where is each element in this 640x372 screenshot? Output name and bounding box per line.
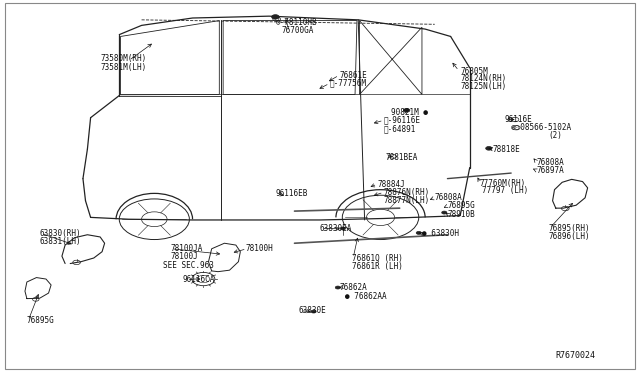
- Text: 76896(LH): 76896(LH): [548, 232, 589, 241]
- Text: 76808A: 76808A: [435, 193, 463, 202]
- Text: 78877N(LH): 78877N(LH): [384, 196, 430, 205]
- Text: 73581M(LH): 73581M(LH): [100, 63, 147, 72]
- Text: ①-96116E: ①-96116E: [384, 116, 420, 125]
- Circle shape: [271, 15, 279, 19]
- Text: 78910B: 78910B: [447, 209, 475, 219]
- Text: 77760M(RH): 77760M(RH): [479, 179, 525, 187]
- Text: 76861R (LH): 76861R (LH): [352, 262, 403, 270]
- Text: 76895G: 76895G: [27, 316, 54, 325]
- Text: 76805M: 76805M: [460, 67, 488, 76]
- Text: 78876N(RH): 78876N(RH): [384, 188, 430, 197]
- Text: 76895(RH): 76895(RH): [548, 224, 589, 233]
- Text: 76700GA: 76700GA: [282, 26, 314, 35]
- Text: 78100H: 78100H: [246, 244, 273, 253]
- Text: 76861E: 76861E: [339, 71, 367, 80]
- Circle shape: [335, 286, 340, 289]
- Text: 76897A: 76897A: [537, 166, 564, 175]
- Text: 96116CA: 96116CA: [183, 275, 216, 283]
- Circle shape: [486, 147, 492, 150]
- Text: ● 76862AA: ● 76862AA: [346, 292, 387, 301]
- Circle shape: [403, 109, 410, 112]
- Text: R7670024: R7670024: [556, 350, 596, 360]
- Text: 78100J: 78100J: [170, 252, 198, 262]
- Text: 78884J: 78884J: [378, 180, 405, 189]
- Text: 76862A: 76862A: [339, 283, 367, 292]
- Text: 90821M ●: 90821M ●: [392, 108, 428, 117]
- Circle shape: [416, 231, 421, 234]
- Text: 96116EB: 96116EB: [275, 189, 308, 198]
- Text: ⊙: ⊙: [274, 16, 280, 22]
- Text: ⊙: ⊙: [513, 125, 519, 131]
- Text: 73580M(RH): 73580M(RH): [100, 54, 147, 63]
- Circle shape: [340, 227, 346, 230]
- Text: 78818E: 78818E: [492, 145, 520, 154]
- Text: 63831(LH): 63831(LH): [40, 237, 81, 246]
- Text: 76895G: 76895G: [447, 201, 475, 211]
- Text: 77797 (LH): 77797 (LH): [483, 186, 529, 195]
- Text: ⊙ 08566-5102A: ⊙ 08566-5102A: [511, 123, 572, 132]
- Text: ①-77756M: ①-77756M: [330, 79, 367, 88]
- Circle shape: [311, 310, 316, 313]
- Text: 76808A: 76808A: [537, 157, 564, 167]
- Text: ⊙-78110HB: ⊙-78110HB: [275, 18, 317, 27]
- Text: 63830(RH): 63830(RH): [40, 229, 81, 238]
- Text: SEE SEC.963: SEE SEC.963: [163, 260, 214, 269]
- Text: 7881BEA: 7881BEA: [386, 153, 418, 162]
- Text: ● 63830H: ● 63830H: [422, 230, 459, 238]
- Text: 96116E: 96116E: [505, 115, 532, 124]
- Text: ①-64891: ①-64891: [384, 124, 416, 133]
- Circle shape: [442, 211, 447, 214]
- Text: 78125N(LH): 78125N(LH): [460, 82, 506, 91]
- Text: 78100JA: 78100JA: [170, 244, 203, 253]
- Text: 76861Q (RH): 76861Q (RH): [352, 253, 403, 263]
- Text: 63830E: 63830E: [299, 306, 327, 315]
- Text: (2): (2): [548, 131, 562, 140]
- Text: ⊙: ⊙: [506, 116, 512, 122]
- Text: 63830EA: 63830EA: [320, 224, 353, 233]
- Text: 78124N(RH): 78124N(RH): [460, 74, 506, 83]
